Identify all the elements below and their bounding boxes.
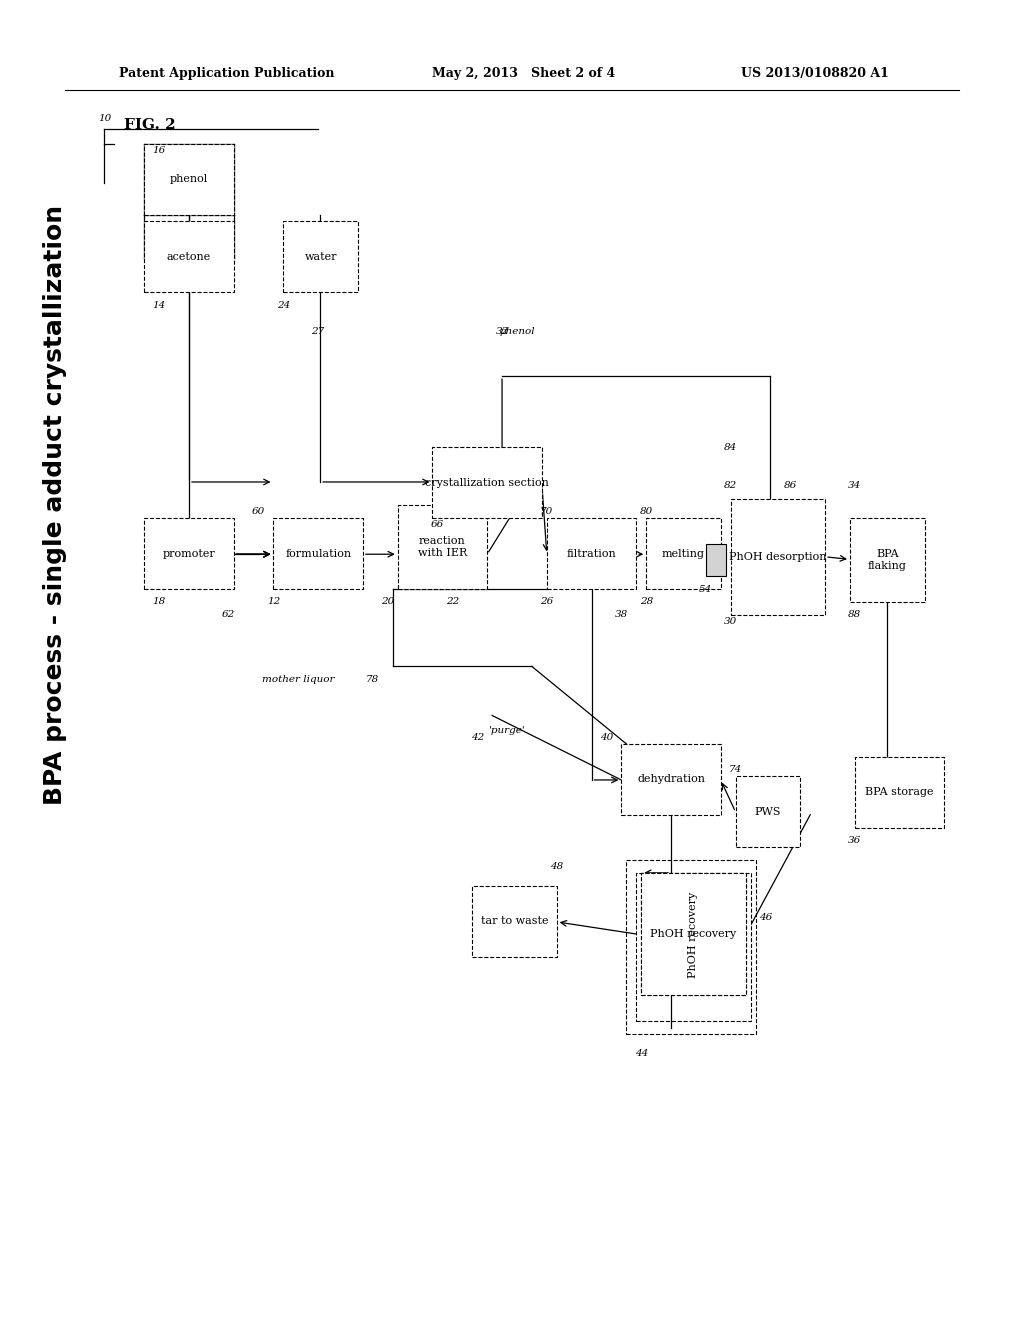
Text: water: water [304,252,337,261]
Text: 48: 48 [550,862,563,871]
Text: 38: 38 [614,610,628,619]
Text: 32: 32 [496,326,509,335]
Bar [622,744,721,814]
Bar [735,776,801,847]
Text: 22: 22 [445,598,459,606]
Bar [636,873,751,1022]
Text: 88: 88 [848,610,861,619]
Text: 60: 60 [252,507,265,516]
Text: crystallization section: crystallization section [425,478,549,487]
Bar [706,544,726,576]
Text: filtration: filtration [566,549,616,558]
Text: 80: 80 [640,507,653,516]
Text: May 2, 2013   Sheet 2 of 4: May 2, 2013 Sheet 2 of 4 [432,66,615,79]
Bar [144,517,233,589]
Text: 84: 84 [724,442,737,451]
Text: 18: 18 [153,598,166,606]
Bar [432,447,542,519]
Bar [855,756,944,828]
Text: PWS: PWS [755,807,781,817]
Text: 44: 44 [635,1049,648,1057]
Bar [284,222,358,292]
Text: 74: 74 [729,766,742,774]
Text: 66: 66 [431,520,444,529]
Bar [731,499,825,615]
Text: BPA process - single adduct crystallization: BPA process - single adduct crystallizat… [43,205,67,805]
Text: dehydration: dehydration [637,775,706,784]
Text: 36: 36 [848,836,861,845]
Bar [144,222,233,292]
Text: 70: 70 [541,507,553,516]
Text: 78: 78 [367,675,380,684]
Text: formulation: formulation [285,549,351,558]
Text: 24: 24 [276,301,290,310]
Text: phenol: phenol [170,174,208,185]
Text: US 2013/0108820 A1: US 2013/0108820 A1 [740,66,889,79]
Text: Patent Application Publication: Patent Application Publication [120,66,335,79]
Text: 34: 34 [848,482,861,490]
Bar [397,506,487,589]
Text: phenol: phenol [499,326,535,335]
Bar [641,873,745,995]
Text: FIG. 2: FIG. 2 [124,117,176,132]
Text: 86: 86 [783,482,797,490]
Bar [273,517,362,589]
Text: 14: 14 [153,301,166,310]
Text: acetone: acetone [167,252,211,261]
Bar [641,873,745,995]
Text: 28: 28 [640,598,653,606]
Bar [646,517,721,589]
Text: tar to waste: tar to waste [480,916,548,927]
Text: 82: 82 [724,482,737,490]
Text: 16: 16 [153,147,166,154]
Text: 62: 62 [222,610,236,619]
Text: BPA
flaking: BPA flaking [867,549,906,570]
Text: 12: 12 [267,598,281,606]
Text: PhOH recovery: PhOH recovery [688,891,698,978]
Text: melting: melting [662,549,705,558]
Text: reaction
with IER: reaction with IER [418,536,467,558]
Text: 27: 27 [311,326,325,335]
Text: mother liquor: mother liquor [262,675,335,684]
Text: 20: 20 [381,598,394,606]
Bar [472,886,557,957]
Text: 26: 26 [541,598,553,606]
Text: BPA storage: BPA storage [865,787,934,797]
Text: 54: 54 [699,585,713,594]
Text: 46: 46 [759,913,772,923]
Text: PhOH desorption: PhOH desorption [729,552,826,562]
Text: 10: 10 [98,114,111,123]
Text: 30: 30 [724,616,737,626]
Text: promoter: promoter [163,549,215,558]
Text: PhOH recovery: PhOH recovery [650,929,736,939]
Text: 40: 40 [600,733,613,742]
Bar [627,859,756,1034]
Bar [547,517,636,589]
Text: 'purge': 'purge' [488,726,525,735]
Text: 42: 42 [471,733,483,742]
Bar [144,144,233,215]
Bar [850,517,925,602]
